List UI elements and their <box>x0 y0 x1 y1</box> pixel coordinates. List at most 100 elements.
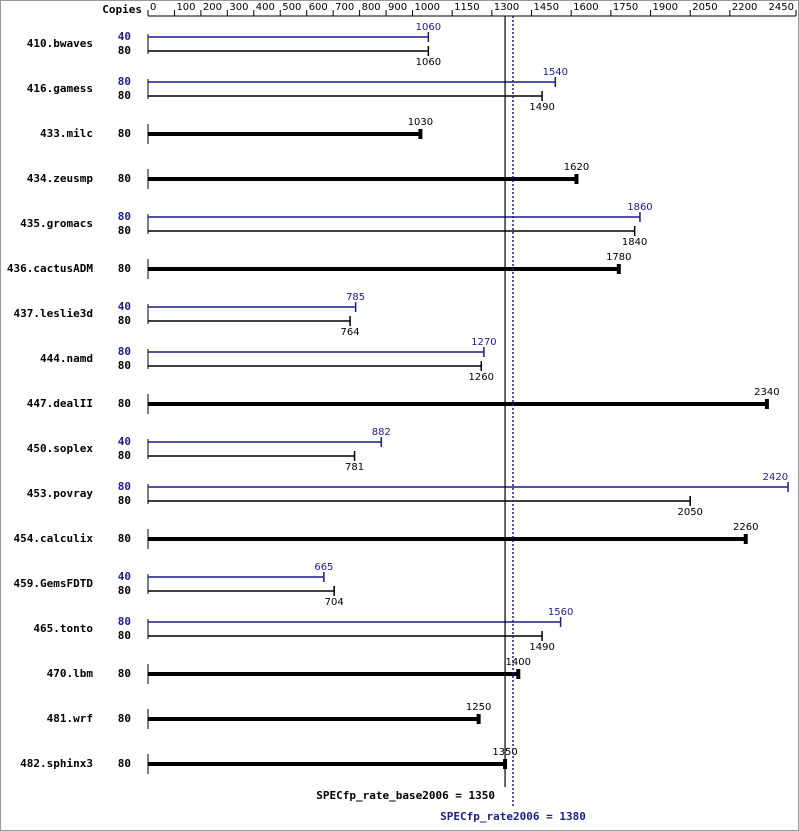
benchmark-name: 416.gamess <box>27 82 93 95</box>
copies: 40 <box>118 30 131 43</box>
benchmark-name: 437.leslie3d <box>14 307 93 320</box>
x-tick-label: 1150 <box>454 2 479 13</box>
bar <box>148 361 483 371</box>
value-label: 764 <box>341 327 360 338</box>
x-tick-label: 1600 <box>573 2 598 13</box>
value-label: 1250 <box>466 702 491 713</box>
copies: 80 <box>118 629 131 642</box>
value-label: 781 <box>345 462 364 473</box>
x-tick-label: 1300 <box>494 2 519 13</box>
bar <box>148 264 621 274</box>
value-label: 1030 <box>408 117 433 128</box>
benchmark-name: 459.GemsFDTD <box>14 577 94 590</box>
value-label: 882 <box>372 427 391 438</box>
value-label: 2420 <box>763 472 788 483</box>
value-label: 1490 <box>529 102 554 113</box>
bar <box>148 714 481 724</box>
x-tick-label: 2450 <box>769 2 794 13</box>
copies: 80 <box>118 712 131 725</box>
benchmark-name: 447.dealII <box>27 397 93 410</box>
value-label: 1060 <box>416 57 441 68</box>
bar <box>148 347 485 357</box>
value-label: 1780 <box>606 252 631 263</box>
axis-header: Copies <box>102 3 142 16</box>
value-label: 1490 <box>529 642 554 653</box>
copies: 80 <box>118 449 131 462</box>
x-tick-label: 300 <box>229 2 248 13</box>
bar <box>148 496 691 506</box>
value-label: 1540 <box>543 67 568 78</box>
reference-label: SPECfp_rate2006 = 1380 <box>440 810 586 823</box>
bar <box>148 631 543 641</box>
x-tick-label: 400 <box>256 2 275 13</box>
benchmark-name: 436.cactusADM <box>7 262 93 275</box>
benchmark-name: 433.milc <box>40 127 93 140</box>
benchmark-name: 410.bwaves <box>27 37 93 50</box>
bar <box>148 572 325 582</box>
value-label: 704 <box>325 597 344 608</box>
value-label: 1270 <box>471 337 496 348</box>
bar <box>148 669 521 679</box>
copies: 40 <box>118 300 131 313</box>
benchmark-name: 481.wrf <box>47 712 93 725</box>
x-tick-label: 1900 <box>653 2 678 13</box>
value-label: 1060 <box>416 22 441 33</box>
copies: 80 <box>118 210 131 223</box>
value-label: 1260 <box>469 372 494 383</box>
x-tick-label: 700 <box>335 2 354 13</box>
x-tick-label: 1000 <box>414 2 439 13</box>
bar <box>148 586 335 596</box>
benchmark-name: 454.calculix <box>14 532 94 545</box>
x-tick-label: 2050 <box>692 2 717 13</box>
copies: 80 <box>118 345 131 358</box>
x-tick-label: 500 <box>282 2 301 13</box>
bar <box>148 77 557 87</box>
x-tick-label: 100 <box>176 2 195 13</box>
copies: 80 <box>118 359 131 372</box>
copies: 80 <box>118 532 131 545</box>
copies: 80 <box>118 757 131 770</box>
bar <box>148 617 562 627</box>
bar <box>148 482 789 492</box>
bar <box>148 32 430 42</box>
copies: 80 <box>118 262 131 275</box>
bar <box>148 399 769 409</box>
bar <box>148 212 641 222</box>
benchmark-name: 482.sphinx3 <box>20 757 93 770</box>
value-label: 2260 <box>733 522 758 533</box>
benchmark-name: 435.gromacs <box>20 217 93 230</box>
bar <box>148 451 356 461</box>
copies: 80 <box>118 615 131 628</box>
x-tick-label: 200 <box>203 2 222 13</box>
benchmark-name: 450.soplex <box>27 442 94 455</box>
reference-label: SPECfp_rate_base2006 = 1350 <box>316 789 495 802</box>
x-tick-label: 800 <box>362 2 381 13</box>
bar <box>148 437 383 447</box>
x-tick-label: 1450 <box>534 2 559 13</box>
copies: 80 <box>118 89 131 102</box>
bar <box>148 91 543 101</box>
value-label: 665 <box>314 562 333 573</box>
copies: 80 <box>118 314 131 327</box>
x-tick-label: 600 <box>309 2 328 13</box>
bar <box>148 46 430 56</box>
copies: 80 <box>118 584 131 597</box>
benchmark-name: 444.namd <box>40 352 93 365</box>
value-label: 785 <box>346 292 365 303</box>
x-tick-label: 0 <box>150 2 156 13</box>
value-label: 1860 <box>627 202 652 213</box>
bar <box>148 534 748 544</box>
benchmark-name: 434.zeusmp <box>27 172 94 185</box>
copies: 40 <box>118 435 131 448</box>
value-label: 1840 <box>622 237 647 248</box>
bar <box>148 316 351 326</box>
bar <box>148 226 636 236</box>
copies: 80 <box>118 224 131 237</box>
bar <box>148 129 423 139</box>
copies: 80 <box>118 480 131 493</box>
benchmark-name: 470.lbm <box>47 667 94 680</box>
value-label: 1620 <box>564 162 589 173</box>
value-label: 1560 <box>548 607 573 618</box>
